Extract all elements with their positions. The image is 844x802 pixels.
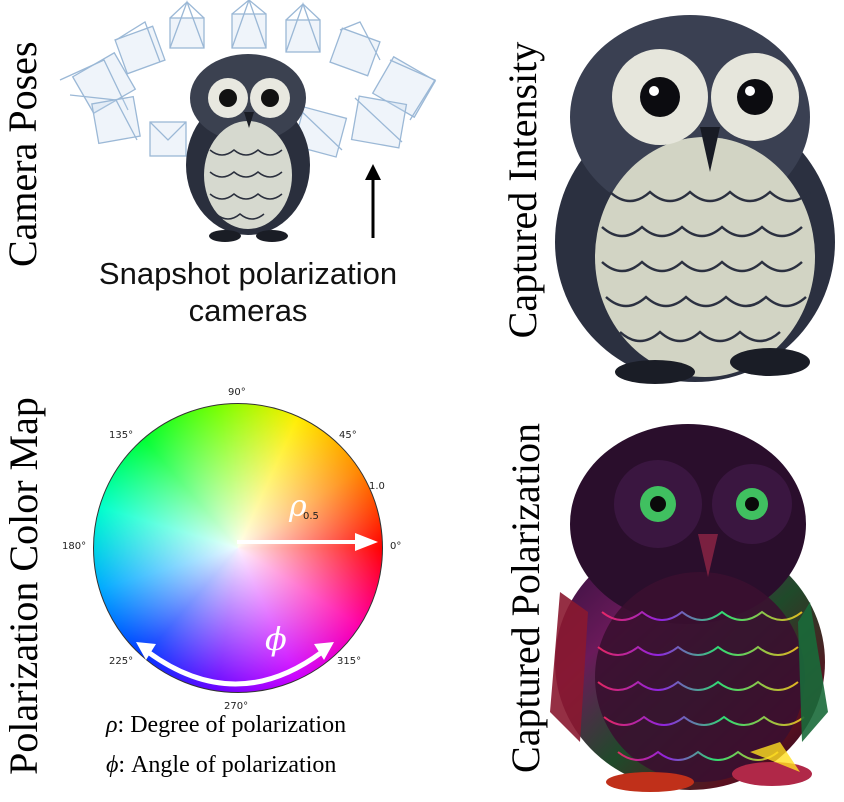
captured-intensity-image — [540, 2, 840, 387]
camera-frustum-icon — [169, 0, 205, 49]
legend-rho-symbol: ρ — [106, 712, 118, 738]
tick-0: 0° — [390, 541, 402, 552]
tick-180: 180° — [62, 541, 87, 552]
tick-45: 45° — [339, 430, 357, 441]
legend-rho-text: : Degree of polarization — [117, 712, 347, 738]
camera-poses-label: Camera Poses — [0, 41, 45, 267]
phi-symbol: ϕ — [265, 620, 287, 658]
camera-frustum-icon — [59, 51, 137, 115]
polarization-color-map-label: Polarization Color Map — [1, 397, 46, 775]
camera-frustum-icon — [231, 0, 267, 49]
snapshot-cameras-caption: Snapshot polarization cameras — [78, 255, 418, 329]
camera-frustum-icon — [285, 2, 321, 53]
camera-frustum-icon — [69, 94, 141, 145]
camera-poses-illustration — [59, 0, 437, 242]
legend-rho: ρ: Degree of polarization — [106, 712, 346, 739]
tick-315: 315° — [337, 656, 362, 667]
tick-225: 225° — [109, 656, 134, 667]
camera-frustum-icon — [114, 21, 166, 75]
legend-phi-text: : Angle of polarization — [118, 752, 337, 778]
rho-symbol: ρ — [289, 489, 307, 524]
camera-frustum-icon — [329, 21, 381, 77]
polarization-color-wheel — [93, 403, 383, 693]
tick-90: 90° — [228, 387, 246, 398]
camera-frustum-icon — [371, 55, 437, 121]
arrow-up-icon — [365, 164, 381, 238]
tick-radius-05: 0.5 — [303, 511, 319, 522]
camera-poses-panel — [50, 0, 450, 245]
camera-frustum-icon — [149, 121, 187, 157]
tick-270: 270° — [224, 701, 249, 712]
owl-figurine — [186, 54, 310, 242]
legend-phi: ϕ: Angle of polarization — [106, 752, 336, 779]
tick-135: 135° — [109, 430, 134, 441]
captured-polarization-image — [540, 412, 840, 797]
caption-line-2: cameras — [188, 293, 308, 329]
captured-intensity-label: Captured Intensity — [500, 41, 545, 339]
tick-radius-1: 1.0 — [369, 481, 385, 492]
camera-frustum-icon — [350, 95, 408, 149]
legend-phi-symbol: ϕ — [106, 752, 119, 778]
caption-line-1: Snapshot polarization — [98, 256, 398, 291]
